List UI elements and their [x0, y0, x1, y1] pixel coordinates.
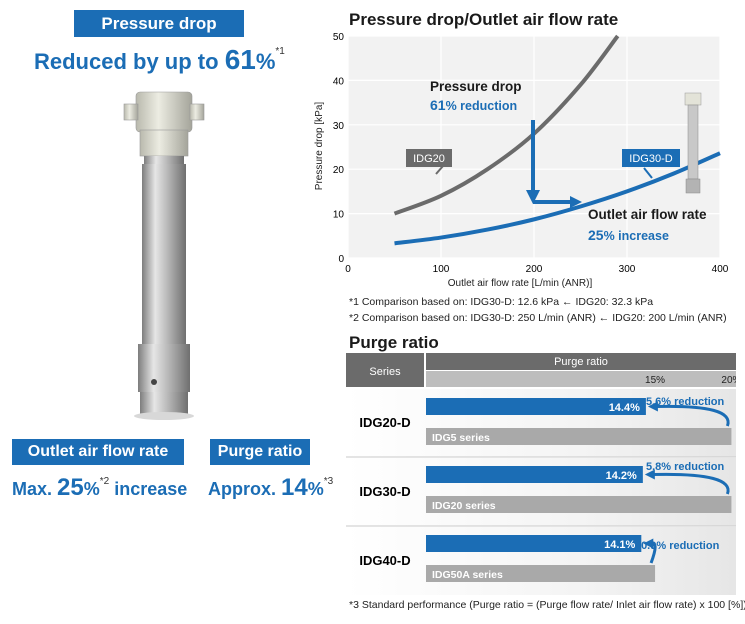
line-chart: 0 100 200 300 400 0 10 20 30 40 50 IDG20 IDG30-D P…	[314, 32, 729, 289]
purge-row-idg40-d: IDG40-D 14.1% IDG50A series 0.9% reducti…	[346, 527, 736, 595]
flow-headline-unit: %	[83, 479, 100, 499]
y-tick-label: 50	[333, 32, 345, 43]
old-bar	[426, 428, 732, 445]
inset-product-image	[684, 92, 702, 194]
pressure-headline-value: 61	[224, 44, 256, 75]
pressure-annotation-title: Pressure drop	[430, 79, 522, 94]
series-name: IDG20-D	[359, 415, 410, 430]
flow-annotation-rest: % increase	[604, 229, 669, 243]
reduction-arrow	[652, 472, 730, 495]
reduction-label: 5.6% reduction	[646, 396, 725, 408]
footnote-3: *3 Standard performance (Purge ratio = (…	[349, 599, 745, 611]
x-tick-label: 0	[345, 264, 351, 275]
y-tick-label: 20	[333, 165, 345, 176]
reduction-arrowhead	[644, 469, 655, 480]
idg20-callout-label: IDG20	[413, 153, 445, 165]
purge-headline-note: *3	[323, 476, 334, 487]
x-tick-label: 100	[433, 264, 450, 275]
flow-headline-suffix: increase	[114, 479, 188, 499]
old-bar	[426, 565, 656, 582]
purge-headline-value: 14	[281, 474, 308, 501]
idg30-callout-label: IDG30-D	[629, 153, 672, 165]
old-bar	[426, 496, 732, 513]
new-bar-label: 14.4%	[609, 402, 640, 414]
old-bar-label: IDG20 series	[432, 500, 496, 512]
flow-annotation-value: 25% increase	[588, 227, 669, 243]
pressure-annotation-value: 61% reduction	[430, 97, 517, 113]
increase-arrowhead	[570, 196, 582, 208]
series-line-idg20	[393, 34, 620, 216]
series-header-cell	[346, 353, 424, 387]
x-tick-label: 300	[619, 264, 636, 275]
idg30-callout-box	[622, 149, 680, 167]
purge-header-label: Purge ratio	[554, 356, 608, 368]
flow-annotation-number: 25	[588, 227, 604, 243]
y-tick-label: 10	[333, 210, 345, 221]
purge-tick-15: 15%	[645, 375, 665, 386]
new-bar	[426, 535, 642, 552]
flow-headline-note: *2	[99, 476, 110, 487]
purge-row-idg30-d: IDG30-D 14.2% IDG20 series 5.8% reductio…	[346, 458, 736, 527]
x-axis-label: Outlet air flow rate [L/min (ANR)]	[448, 278, 593, 289]
flow-headline-value: 25	[57, 474, 84, 501]
pressure-drop-headline: Reduced by up to 61%*1	[34, 44, 285, 76]
line-chart-title: Pressure drop/Outlet air flow rate	[349, 10, 619, 29]
series-line-idg30-d	[394, 151, 721, 246]
purge-table-title: Purge ratio	[349, 333, 439, 352]
footnote-2: *2 Comparison based on: IDG30-D: 250 L/m…	[349, 312, 727, 324]
purge-ratio-headline: Approx. 14%*3	[208, 474, 333, 502]
idg30-callout-pointer	[643, 167, 653, 179]
series-header-label: Series	[369, 366, 401, 378]
y-tick-label: 30	[333, 121, 345, 132]
y-tick-label: 40	[333, 76, 345, 87]
flow-rate-banner: Outlet air flow rate	[12, 439, 184, 465]
reduction-arrowhead	[647, 401, 658, 412]
pressure-drop-banner: Pressure drop	[74, 10, 244, 37]
new-bar-label: 14.2%	[606, 470, 637, 482]
new-bar	[426, 398, 646, 415]
x-tick-label: 400	[712, 264, 729, 275]
purge-headline-prefix: Approx.	[208, 479, 277, 499]
reduction-label: 5.8% reduction	[646, 461, 725, 473]
footnote-1: *1 Comparison based on: IDG30-D: 12.6 kP…	[349, 296, 654, 308]
purge-row-idg20-d: IDG20-D 14.4% IDG5 series 5.6% reduction	[346, 389, 736, 458]
old-bar-label: IDG50A series	[432, 569, 503, 581]
reduction-arrowhead	[643, 538, 654, 549]
reduction-label: 0.9% reduction	[641, 540, 720, 552]
flow-annotation-title: Outlet air flow rate	[588, 207, 707, 222]
purge-chart: Series Purge ratio 15% 20% IDG20-D 14.4%…	[346, 353, 736, 595]
idg20-callout-box	[406, 149, 452, 167]
pressure-annotation-number: 61	[430, 97, 446, 113]
reduction-arrow	[655, 404, 730, 427]
y-axis-label: Pressure drop [kPa]	[314, 102, 325, 191]
old-bar-label: IDG5 series	[432, 432, 490, 444]
purge-tick-row	[426, 371, 736, 387]
pressure-headline-note: *1	[275, 46, 285, 57]
filter-product-image	[123, 91, 205, 420]
purge-headline-unit: %	[307, 479, 324, 499]
reduction-arrowhead	[526, 190, 540, 204]
pressure-headline-unit: %	[255, 49, 276, 74]
series-name: IDG30-D	[359, 484, 410, 499]
new-bar-label: 14.1%	[604, 539, 635, 551]
flow-headline-prefix: Max.	[12, 479, 53, 499]
pressure-headline-text: Reduced by up to	[34, 49, 219, 74]
flow-rate-headline: Max. 25%*2 increase	[12, 474, 187, 502]
series-name: IDG40-D	[359, 553, 410, 568]
purge-header-cell	[426, 353, 736, 370]
purge-tick-20: 20%	[721, 375, 736, 386]
new-bar	[426, 466, 643, 483]
x-tick-label: 200	[526, 264, 543, 275]
pressure-annotation-rest: % reduction	[446, 99, 518, 113]
y-tick-label: 0	[338, 254, 344, 265]
purge-ratio-banner: Purge ratio	[210, 439, 310, 465]
